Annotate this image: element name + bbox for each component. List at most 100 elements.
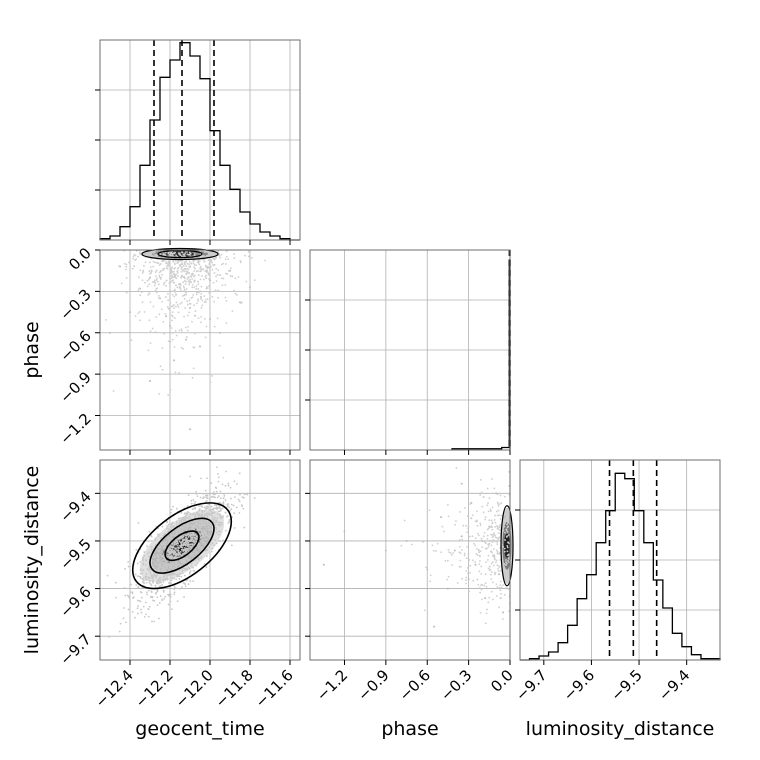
scatter-point — [151, 579, 154, 582]
scatter-point — [189, 475, 191, 478]
scatter-point — [196, 551, 199, 554]
scatter-point — [205, 277, 208, 280]
scatter-point — [149, 342, 152, 344]
scatter-point — [485, 585, 488, 588]
scatter-point — [185, 280, 188, 283]
scatter-point — [214, 519, 217, 522]
scatter-point — [205, 496, 208, 499]
scatter-point — [458, 539, 461, 541]
scatter-point — [489, 510, 492, 512]
scatter-point — [180, 525, 183, 528]
scatter-point — [200, 557, 202, 560]
scatter-point — [136, 575, 139, 577]
scatter-point — [500, 592, 502, 595]
scatter-point — [196, 557, 199, 559]
scatter-point — [162, 561, 165, 564]
scatter-point — [199, 519, 201, 522]
scatter-point — [239, 261, 242, 264]
scatter-point — [171, 608, 173, 611]
scatter-point — [232, 504, 235, 507]
scatter-point — [492, 539, 495, 541]
scatter-point — [197, 543, 200, 546]
scatter-point — [127, 587, 129, 590]
scatter-point — [158, 297, 160, 300]
scatter-point — [175, 334, 178, 337]
scatter-point — [139, 294, 142, 297]
scatter-point — [440, 551, 443, 554]
scatter-point — [181, 269, 184, 272]
scatter-point — [159, 263, 162, 265]
scatter-point — [144, 577, 147, 580]
scatter-point — [497, 504, 500, 507]
scatter-point — [169, 340, 172, 343]
scatter-point — [203, 258, 206, 261]
scatter-point — [253, 497, 256, 500]
scatter-point — [158, 563, 161, 565]
y-tick-label: 0.0 — [65, 244, 95, 274]
scatter-point — [199, 514, 202, 517]
scatter-point — [462, 524, 465, 527]
scatter-point — [219, 490, 222, 493]
scatter-point — [221, 284, 224, 287]
scatter-point — [187, 533, 190, 536]
scatter-point — [431, 544, 434, 547]
scatter-point — [484, 518, 487, 521]
scatter-point — [168, 539, 171, 542]
scatter-point — [495, 549, 498, 552]
scatter-point — [180, 301, 183, 304]
scatter-point — [186, 271, 189, 274]
scatter-point — [507, 557, 510, 560]
scatter-point — [220, 508, 222, 511]
scatter-point — [173, 577, 176, 580]
scatter-point — [496, 550, 499, 553]
scatter-point — [149, 272, 151, 275]
scatter-point — [188, 263, 191, 265]
scatter-point — [184, 267, 187, 270]
y-tick-label: −9.5 — [56, 535, 94, 573]
scatter-point — [162, 320, 165, 323]
scatter-point — [195, 522, 198, 525]
scatter-point — [177, 517, 180, 520]
scatter-point — [171, 521, 174, 524]
scatter-point — [173, 307, 176, 310]
scatter-point — [172, 252, 175, 255]
scatter-point — [451, 564, 453, 566]
scatter-point — [142, 577, 145, 579]
scatter-point — [168, 574, 171, 576]
scatter-point — [182, 255, 185, 258]
scatter-point — [227, 258, 230, 261]
scatter-point — [500, 586, 503, 589]
scatter-point — [502, 611, 505, 614]
scatter-point — [482, 535, 485, 538]
scatter-point — [238, 500, 241, 503]
scatter-point — [190, 262, 193, 265]
scatter-point — [225, 299, 228, 302]
scatter-point — [479, 550, 482, 552]
scatter-point — [476, 578, 479, 581]
x-tick-label: −11.6 — [252, 666, 297, 711]
scatter-point — [158, 558, 161, 561]
scatter-point — [184, 544, 187, 546]
contour-line — [131, 502, 233, 590]
scatter-point — [176, 561, 179, 563]
scatter-point — [135, 584, 138, 586]
scatter-point — [173, 566, 175, 569]
scatter-point — [165, 527, 168, 530]
scatter-point — [205, 271, 208, 273]
scatter-point — [190, 565, 193, 568]
scatter-point — [181, 274, 183, 277]
scatter-point — [185, 516, 187, 519]
scatter-point — [211, 515, 214, 518]
scatter-point — [491, 522, 494, 525]
scatter-point — [222, 262, 225, 265]
scatter-point — [161, 551, 164, 554]
scatter-point — [190, 275, 193, 278]
scatter-point — [499, 597, 502, 600]
scatter-point — [233, 512, 236, 515]
scatter-point — [195, 288, 198, 290]
scatter-point — [210, 482, 213, 485]
scatter-point — [469, 503, 472, 505]
x-tick-label: −9.4 — [655, 666, 693, 704]
scatter-point — [156, 596, 159, 599]
scatter-point — [225, 250, 228, 253]
